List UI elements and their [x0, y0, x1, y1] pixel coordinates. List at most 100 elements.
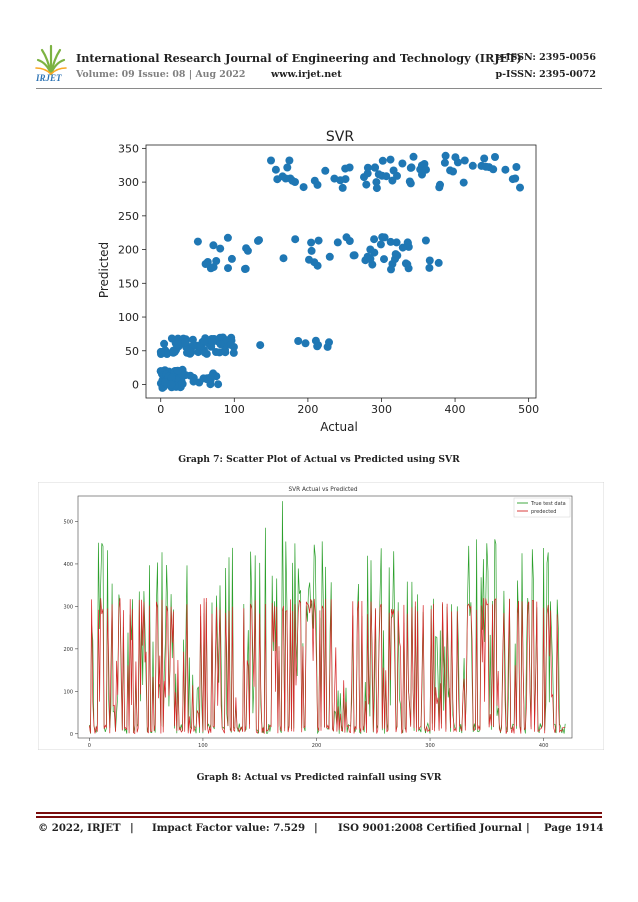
- scatter-point: [167, 334, 176, 343]
- scatter-point: [409, 152, 418, 161]
- volume-issue: Volume: 09 Issue: 08 | Aug 2022: [76, 69, 246, 80]
- scatter-point: [273, 175, 282, 184]
- scatter-point: [372, 184, 381, 193]
- scatter-point: [193, 237, 202, 246]
- scatter-point: [208, 337, 217, 346]
- scatter-point: [283, 163, 292, 172]
- page-footer: © 2022, IRJET | Impact Factor value: 7.529…: [38, 822, 604, 834]
- scatter-chart: SVR 0 100 200 300 400 500 0 50 100 150 200 250 300 35…: [97, 129, 539, 434]
- scatter-point: [363, 169, 372, 178]
- footer-rule-top: [36, 812, 602, 814]
- scatter-point: [449, 167, 457, 176]
- graph8-caption: Graph 8: Actual vs Predicted rainfall us…: [196, 772, 442, 783]
- scatter-point: [167, 373, 176, 382]
- scatter-point: [482, 162, 490, 171]
- graph7-caption: Graph 7: Scatter Plot of Actual vs Predi…: [178, 454, 460, 465]
- scatter-point: [243, 246, 252, 255]
- footer-copyright: © 2022, IRJET: [38, 822, 121, 834]
- y-axis-label: Predicted: [97, 242, 111, 298]
- y-tick-label: 350: [118, 142, 139, 155]
- scatter-point: [271, 165, 280, 174]
- y-tick-label: 300: [63, 604, 73, 610]
- scatter-point: [378, 233, 387, 242]
- y-tick-label: 0: [132, 379, 139, 392]
- scatter-point: [421, 236, 430, 245]
- scatter-point: [223, 233, 232, 242]
- scatter-point: [403, 260, 412, 269]
- scatter-point: [256, 341, 265, 350]
- scatter-point: [398, 159, 407, 168]
- scatter-point: [325, 338, 333, 347]
- scatter-point: [161, 378, 170, 387]
- scatter-point: [189, 377, 198, 386]
- y-tick-label: 200: [63, 647, 73, 653]
- scatter-point: [460, 156, 469, 165]
- logo-text: IRJET: [36, 73, 62, 83]
- scatter-point: [314, 236, 323, 245]
- scatter-point: [491, 153, 499, 161]
- scatter-point: [241, 265, 249, 273]
- eissn: e-ISSN: 2395-0056: [496, 52, 596, 63]
- scatter-point: [501, 165, 510, 174]
- x-tick-label: 0: [157, 403, 164, 416]
- scatter-point: [255, 236, 263, 245]
- scatter-point: [425, 263, 434, 272]
- scatter-points: [156, 151, 524, 392]
- scatter-point: [310, 176, 319, 185]
- scatter-point: [441, 151, 450, 160]
- footer-separator: |: [130, 822, 134, 834]
- footer-page-number: Page 1914: [544, 822, 604, 834]
- scatter-point: [376, 240, 385, 249]
- scatter-point: [372, 178, 381, 187]
- scatter-point: [468, 161, 477, 170]
- plot-frame: [77, 495, 573, 739]
- irjet-logo: [35, 44, 67, 76]
- scatter-point: [206, 373, 215, 382]
- scatter-point: [403, 238, 412, 247]
- scatter-point: [156, 347, 165, 356]
- y-tick-label: 400: [63, 562, 73, 568]
- footer-rule-bottom: [36, 816, 602, 818]
- scatter-point: [435, 183, 444, 192]
- legend-label: True test data: [530, 501, 566, 507]
- scatter-point: [212, 257, 221, 265]
- y-tick-label: 300: [118, 176, 139, 189]
- scatter-point: [338, 183, 347, 192]
- scatter-point: [188, 335, 197, 344]
- scatter-point: [301, 339, 310, 348]
- scatter-point: [330, 174, 339, 183]
- scatter-point: [370, 235, 379, 244]
- footer-separator: |: [314, 822, 318, 834]
- scatter-point: [169, 348, 178, 357]
- line-series: [89, 501, 566, 735]
- scatter-point: [389, 166, 398, 175]
- scatter-point: [307, 238, 316, 247]
- scatter-point: [512, 163, 521, 171]
- scatter-point: [325, 252, 334, 261]
- y-tick-label: 200: [118, 244, 139, 257]
- scatter-point: [321, 166, 330, 175]
- legend-label: predected: [531, 509, 556, 515]
- scatter-point: [224, 264, 232, 273]
- scatter-point: [362, 180, 371, 189]
- scatter-point: [212, 348, 220, 356]
- scatter-point: [371, 163, 379, 172]
- scatter-point: [378, 156, 387, 165]
- journal-website-link[interactable]: www.irjet.net: [271, 69, 342, 80]
- scatter-point: [382, 172, 391, 181]
- scatter-point: [388, 176, 397, 185]
- scatter-point: [167, 380, 176, 389]
- scatter-point: [405, 177, 414, 186]
- scatter-point: [267, 156, 275, 165]
- scatter-point: [221, 348, 230, 357]
- scatter-point: [214, 380, 223, 389]
- pissn: p-ISSN: 2395-0072: [495, 69, 596, 80]
- scatter-point: [294, 337, 303, 345]
- y-tick-label: 50: [125, 345, 139, 358]
- scatter-point: [227, 254, 236, 263]
- series-line-predicted: [89, 597, 566, 735]
- line-chart: SVR Actual vs Predicted 0 100 200 300 400 0 10…: [38, 482, 604, 750]
- scatter-point: [209, 263, 218, 272]
- y-tick-label: 100: [118, 311, 139, 324]
- scatter-point: [489, 165, 498, 174]
